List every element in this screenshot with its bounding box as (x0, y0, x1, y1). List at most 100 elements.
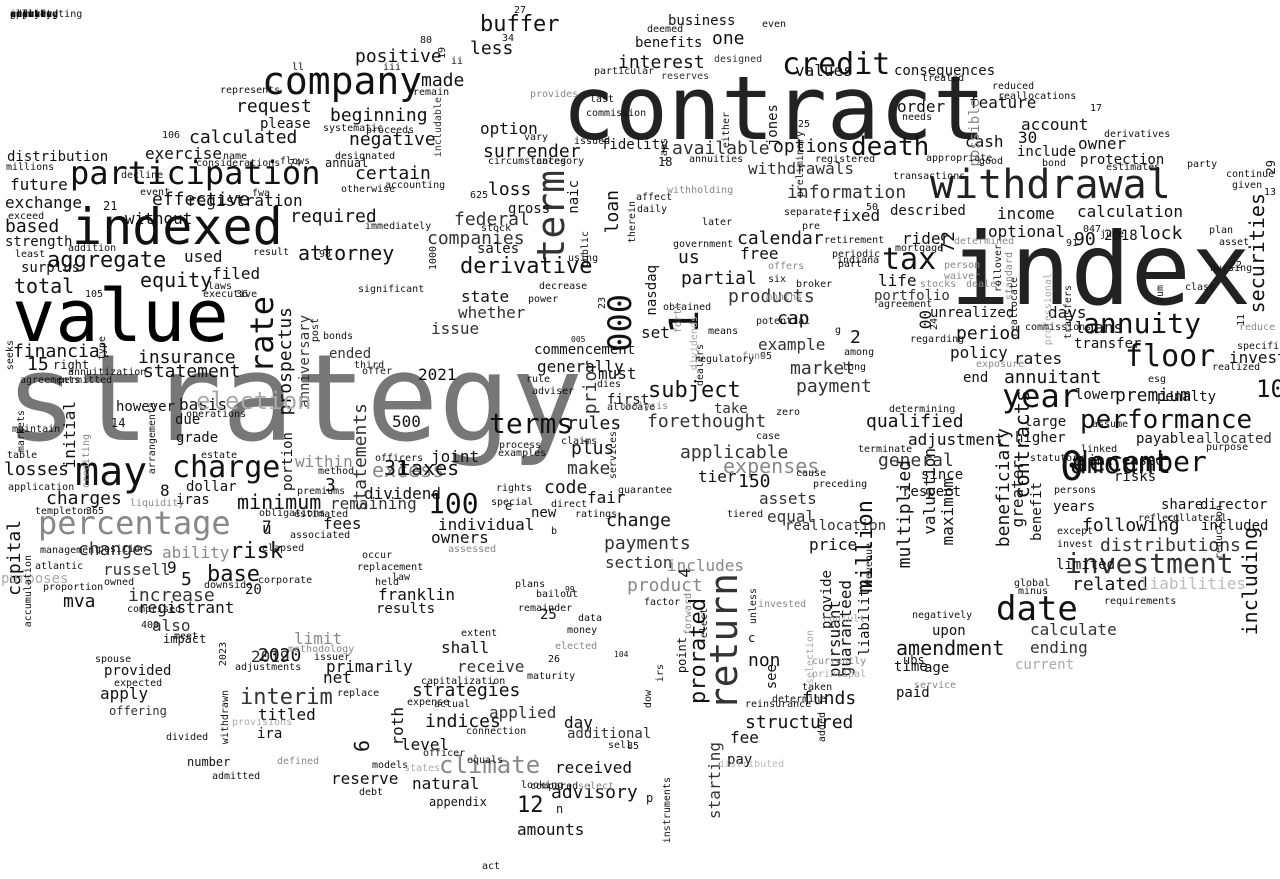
cloud-word: service (914, 680, 957, 691)
cloud-word: 8 (160, 481, 170, 500)
cloud-word: terminate (858, 444, 913, 455)
cloud-word: days (1048, 303, 1087, 322)
cloud-word: 150 (738, 471, 771, 492)
cloud-word: result (253, 247, 290, 258)
cloud-word: business (668, 13, 736, 29)
cloud-word: tier (698, 467, 737, 486)
cloud-word: expected (114, 678, 163, 689)
cloud-word: law (392, 572, 411, 583)
cloud-word: price (809, 535, 858, 554)
cloud-word: calendar (737, 228, 824, 249)
cloud-word: withdrawals (748, 159, 854, 178)
cloud-word: 25 (798, 119, 811, 130)
cloud-word: money (567, 625, 598, 636)
cloud-word: 22 (1230, 260, 1243, 271)
cloud-word: immediately (365, 221, 432, 232)
cloud-word: registrant (138, 598, 235, 617)
cloud-word: commissions (1025, 322, 1092, 333)
cloud-word: states (404, 763, 441, 774)
cloud-word: forward (683, 593, 694, 636)
cloud-word: 34 (502, 33, 515, 44)
cloud-word: one (712, 28, 745, 49)
cloud-word: investment (1065, 547, 1234, 580)
cloud-word: right (53, 358, 90, 372)
cloud-word: rider (902, 229, 951, 248)
cloud-word: must (598, 364, 637, 383)
cloud-word: examples (498, 448, 547, 459)
cloud-word: include (1017, 144, 1077, 160)
cloud-word: bailout (536, 589, 579, 600)
cloud-word: periodic (832, 249, 881, 260)
cloud-word: c (748, 631, 756, 645)
cloud-word: e (505, 499, 513, 513)
cloud-word: provisions (232, 717, 293, 728)
cloud-word: section (605, 553, 673, 572)
cloud-word: addition (68, 243, 117, 254)
cloud-word: equal (767, 507, 816, 526)
cloud-word: government (673, 239, 734, 250)
cloud-word: penalty (1157, 389, 1217, 405)
cloud-word: permitted (58, 375, 113, 386)
cloud-word: percentage (38, 504, 231, 542)
cloud-word: rights (496, 483, 533, 494)
cloud-word: millions (6, 162, 55, 173)
cloud-word: 4 (675, 568, 694, 578)
cloud-word: free (740, 244, 779, 263)
cloud-word: equals (467, 755, 504, 766)
cloud-word: 99 (565, 585, 575, 594)
cloud-word: occur (362, 550, 393, 561)
cloud-word: p (646, 791, 654, 805)
cloud-word: 365 (86, 506, 105, 517)
cloud-word: director (1200, 497, 1268, 513)
cloud-word: options (773, 136, 849, 157)
cloud-word: market (790, 358, 856, 379)
cloud-word: 104 (614, 650, 629, 659)
cloud-word: fidelity (601, 137, 669, 153)
cloud-word: whether (458, 303, 526, 322)
cloud-word: ended (329, 346, 372, 362)
cloud-word: dealer (966, 279, 1003, 290)
cloud-word: amendment (896, 636, 1005, 660)
cloud-word: calculate (1030, 620, 1117, 639)
cloud-word: surplus (21, 260, 81, 276)
cloud-word: change (606, 510, 672, 531)
cloud-word: cash (965, 132, 1004, 151)
cloud-word: offers (768, 261, 805, 272)
cloud-word: needs (902, 112, 933, 123)
cloud-word: losses (4, 459, 70, 480)
cloud-word: allocated (1196, 431, 1272, 447)
cloud-word: take (714, 401, 748, 417)
cloud-word: funds (802, 688, 857, 709)
cloud-word: annual (325, 156, 369, 170)
cloud-word: tiered (727, 509, 764, 520)
cloud-word: commencement (534, 342, 636, 358)
cloud-word: excess (372, 458, 445, 482)
cloud-word: additional (567, 726, 652, 742)
cloud-word: considerations (196, 158, 281, 169)
cloud-word: invested (758, 599, 807, 610)
cloud-word: purchase (10, 9, 59, 20)
cloud-word: greater (1008, 460, 1027, 528)
cloud-word: zero (776, 407, 801, 418)
cloud-word: direct (551, 499, 588, 510)
cloud-word: officer (423, 748, 466, 759)
cloud-word: account (1021, 115, 1089, 134)
cloud-word: positive (355, 46, 442, 67)
cloud-word: rule (526, 374, 551, 385)
cloud-word: rmd (10, 9, 29, 20)
cloud-word: includable (433, 97, 444, 158)
cloud-word: value (12, 274, 229, 358)
cloud-word: 50 (866, 202, 879, 213)
cloud-word: statements (350, 403, 371, 512)
cloud-word: 9 (167, 558, 177, 577)
cloud-word: fair (587, 488, 626, 507)
cloud-word: 27 (514, 5, 527, 16)
cloud-word: dividends (689, 316, 700, 371)
cloud-word: deemed (647, 24, 684, 35)
cloud-word: illustrating (10, 9, 83, 20)
cloud-word: optional (988, 222, 1066, 241)
cloud-word: derivatives (1104, 129, 1171, 140)
cloud-word: withdrawn (220, 690, 231, 745)
cloud-word: reallocations (998, 91, 1077, 102)
